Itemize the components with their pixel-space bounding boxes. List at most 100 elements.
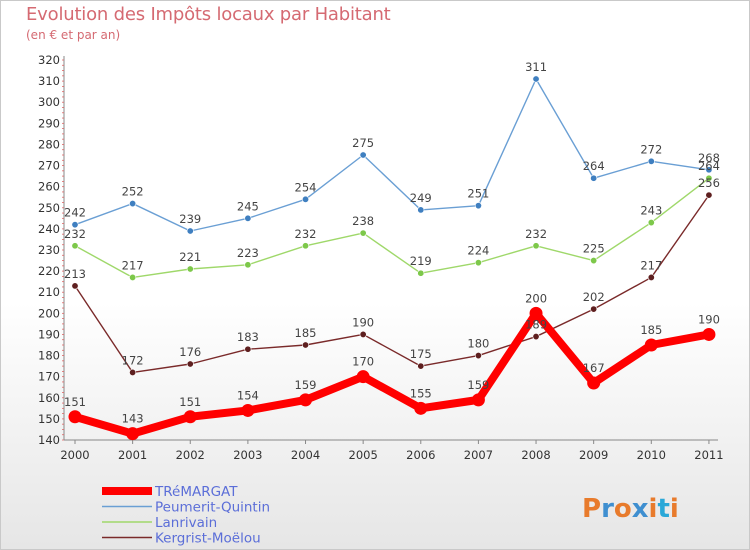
logo-text: Proxiti (582, 494, 679, 524)
data-point (244, 345, 252, 353)
data-label: 232 (295, 227, 317, 241)
data-point (474, 259, 482, 267)
data-label: 159 (295, 378, 317, 392)
y-tick-label: 270 (38, 159, 60, 173)
data-label: 264 (583, 159, 605, 173)
chart-title: Evolution des Impôts locaux par Habitant (26, 4, 391, 25)
x-tick-label: 2005 (349, 448, 378, 462)
data-label: 254 (295, 180, 317, 194)
y-tick-label: 160 (38, 391, 60, 405)
y-tick-label: 310 (38, 74, 60, 88)
y-tick-label: 200 (38, 306, 60, 320)
y-tick-label: 280 (38, 137, 60, 151)
data-label: 256 (698, 176, 720, 190)
data-label: 176 (179, 345, 201, 359)
data-point (532, 333, 540, 341)
x-tick-label: 2009 (579, 448, 608, 462)
data-label: 154 (237, 388, 259, 402)
data-point (647, 157, 655, 165)
data-label: 143 (122, 412, 144, 426)
y-tick-label: 170 (38, 370, 60, 384)
data-label: 249 (410, 191, 432, 205)
data-label: 252 (122, 185, 144, 199)
data-label: 219 (410, 254, 432, 268)
data-point (529, 306, 543, 320)
data-point (587, 376, 601, 390)
data-point (71, 221, 79, 229)
chart-subtitle: (en € et par an) (26, 28, 121, 42)
data-point (359, 330, 367, 338)
data-label: 213 (64, 267, 86, 281)
data-point (244, 261, 252, 269)
y-tick-label: 220 (38, 264, 60, 278)
data-point (474, 202, 482, 210)
data-label: 185 (295, 326, 317, 340)
data-point (532, 242, 540, 250)
data-point (244, 214, 252, 222)
data-label: 202 (583, 290, 605, 304)
data-point (302, 195, 310, 203)
data-label: 232 (64, 227, 86, 241)
data-point (644, 338, 658, 352)
data-point (471, 393, 485, 407)
data-point (186, 265, 194, 273)
data-point (68, 410, 82, 424)
data-point (647, 273, 655, 281)
data-point (590, 257, 598, 265)
data-label: 155 (410, 386, 432, 400)
x-tick-label: 2008 (521, 448, 550, 462)
x-tick-label: 2002 (176, 448, 205, 462)
data-label: 224 (467, 244, 489, 258)
data-label: 268 (698, 151, 720, 165)
data-label: 242 (64, 206, 86, 220)
data-label: 217 (640, 258, 662, 272)
y-tick-label: 180 (38, 349, 60, 363)
y-tick-label: 290 (38, 116, 60, 130)
data-point (186, 227, 194, 235)
data-label: 167 (583, 361, 605, 375)
data-label: 175 (410, 347, 432, 361)
data-label: 264 (698, 159, 720, 173)
data-label: 170 (352, 355, 374, 369)
data-point (414, 401, 428, 415)
data-label: 243 (640, 204, 662, 218)
data-label: 172 (122, 353, 144, 367)
data-point (71, 242, 79, 250)
legend-label: Peumerit-Quintin (155, 500, 270, 516)
data-label: 190 (352, 315, 374, 329)
data-point (417, 362, 425, 370)
data-point (129, 273, 137, 281)
data-point (129, 200, 137, 208)
data-point (705, 191, 713, 199)
data-point (183, 410, 197, 424)
y-tick-label: 210 (38, 285, 60, 299)
data-point (129, 368, 137, 376)
data-point (302, 242, 310, 250)
data-point (356, 370, 370, 384)
data-label: 217 (122, 258, 144, 272)
data-label: 251 (467, 187, 489, 201)
y-tick-label: 150 (38, 412, 60, 426)
data-label: 200 (525, 291, 547, 305)
data-point (299, 393, 313, 407)
data-label: 232 (525, 227, 547, 241)
series-line-lanrivain (74, 177, 710, 279)
data-point (590, 174, 598, 182)
y-tick-label: 250 (38, 201, 60, 215)
series-line-kergrist-moëlou (74, 194, 710, 374)
data-point (647, 219, 655, 227)
data-label: 159 (467, 378, 489, 392)
x-tick-label: 2011 (694, 448, 723, 462)
y-tick-label: 300 (38, 95, 60, 109)
y-tick-label: 190 (38, 327, 60, 341)
data-label: 151 (179, 395, 201, 409)
data-point (702, 327, 716, 341)
data-point (126, 427, 140, 441)
data-label: 183 (237, 330, 259, 344)
proxiti-logo: Proxiti (582, 494, 679, 524)
y-tick-label: 260 (38, 180, 60, 194)
data-point (359, 229, 367, 237)
data-point (359, 151, 367, 159)
